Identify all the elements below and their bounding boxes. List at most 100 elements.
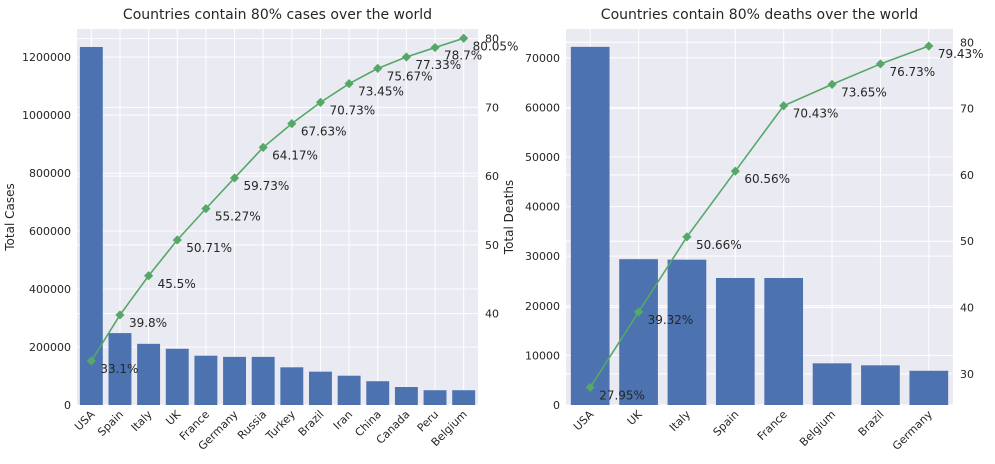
- x-tick-label: Iran: [331, 408, 355, 432]
- y-tick-label: 400000: [29, 283, 71, 296]
- point-label: 45.5%: [158, 277, 196, 291]
- point-label: 59.73%: [244, 179, 290, 193]
- bar-canada: [394, 387, 418, 405]
- x-tick-label: France: [755, 408, 790, 443]
- y2-tick-label: 30: [960, 368, 974, 381]
- line-point: [924, 41, 934, 51]
- line-point: [344, 79, 354, 89]
- y2-tick-label: 80: [485, 33, 499, 46]
- cumulative-percent-line: [90, 37, 464, 362]
- bar-italy: [667, 259, 707, 405]
- chart-title: Countries contain 80% deaths over the wo…: [601, 7, 918, 23]
- bar-iran: [337, 375, 361, 405]
- point-label: 64.17%: [272, 148, 318, 162]
- point-label: 75.67%: [387, 69, 433, 83]
- point-label: 73.65%: [841, 85, 887, 99]
- bar-brazil: [309, 371, 332, 405]
- y-tick-label: 1200000: [22, 51, 71, 64]
- y-tick-label: 20000: [525, 300, 560, 313]
- chart-2: 0 10000 20000 30000 40000 50000 60000 70000 30 40…: [502, 7, 984, 453]
- bar-russia: [251, 356, 275, 405]
- point-label: 79.43%: [938, 47, 984, 61]
- bar-usa: [79, 46, 103, 405]
- point-label: 27.95%: [599, 388, 645, 402]
- y-tick-label: 0: [64, 399, 71, 412]
- bar-italy: [137, 343, 161, 405]
- line-point: [287, 119, 297, 129]
- point-label: 76.73%: [889, 65, 935, 79]
- bar-belgium: [452, 390, 476, 405]
- y-tick-label: 0: [553, 399, 560, 412]
- y2-tick-label: 70: [960, 103, 974, 116]
- point-label: 70.43%: [793, 107, 839, 121]
- y2-tick-label: 40: [960, 302, 974, 315]
- line-point: [401, 52, 411, 62]
- x-tick-label: Brazil: [296, 408, 327, 439]
- line-point: [682, 232, 692, 242]
- line-point: [779, 101, 789, 111]
- x-tick-label: Turkey: [263, 408, 299, 444]
- chart-title: Countries contain 80% cases over the wor…: [123, 7, 432, 23]
- point-label: 33.1%: [100, 362, 138, 376]
- y-tick-label: 1000000: [22, 109, 71, 122]
- point-label: 55.27%: [215, 210, 261, 224]
- line-point: [585, 382, 595, 393]
- bar-china: [366, 381, 390, 405]
- x-tick-label: UK: [625, 407, 646, 428]
- point-label: 60.56%: [744, 172, 790, 186]
- bar-usa: [570, 46, 610, 406]
- line-point: [875, 59, 886, 69]
- x-tick-label: Belgium: [797, 408, 838, 449]
- y2-tick-label: 60: [960, 169, 974, 182]
- bar-uk: [165, 348, 189, 405]
- y-tick-label: 800000: [29, 167, 71, 180]
- line-point: [115, 310, 125, 320]
- y2-tick-label: 40: [485, 308, 499, 321]
- point-label: 50.71%: [186, 241, 232, 255]
- bar-peru: [423, 390, 447, 405]
- x-tick-label: Spain: [95, 408, 126, 439]
- x-tick-label: UK: [163, 407, 184, 428]
- y-tick-label: 10000: [525, 349, 560, 362]
- line-point: [86, 356, 96, 366]
- y-tick-label: 50000: [525, 151, 560, 164]
- y2-tick-label: 70: [485, 101, 499, 114]
- line-point: [373, 63, 383, 73]
- line-point: [633, 307, 644, 317]
- y-axis-label: Total Deaths: [502, 180, 516, 255]
- x-tick-label: Italy: [129, 408, 155, 434]
- x-tick-label: Germany: [890, 408, 935, 453]
- y-tick-label: 70000: [525, 52, 560, 65]
- x-tick-label: Italy: [667, 408, 693, 434]
- line-point: [172, 235, 182, 245]
- point-label: 39.8%: [129, 316, 167, 330]
- line-point: [315, 97, 326, 107]
- x-tick-label: USA: [571, 408, 597, 434]
- point-label: 73.45%: [358, 85, 404, 99]
- x-tick-label: Russia: [235, 408, 269, 442]
- y-tick-label: 600000: [29, 225, 71, 238]
- point-label: 70.73%: [329, 103, 375, 117]
- chart-1: 0 200000 400000 600000 800000 1000000 1200000 4…: [3, 7, 518, 453]
- bar-spain: [715, 278, 755, 405]
- line-point: [258, 142, 268, 153]
- point-label: 39.32%: [648, 313, 694, 327]
- point-label: 80.05%: [473, 39, 519, 53]
- bar-germany: [223, 356, 246, 405]
- bar-france: [764, 278, 804, 405]
- y-axis-label: Total Cases: [3, 183, 17, 251]
- line-point: [827, 79, 837, 89]
- line-point: [229, 173, 240, 183]
- cumulative-percent-line: [589, 45, 930, 388]
- point-label: 50.66%: [696, 238, 742, 252]
- point-label: 77.33%: [415, 58, 461, 72]
- y-tick-label: 60000: [525, 101, 560, 114]
- bar-spain: [108, 333, 132, 405]
- x-tick-label: Brazil: [856, 408, 887, 439]
- point-label: 78.7%: [444, 49, 482, 63]
- x-tick-label: Spain: [711, 408, 742, 439]
- line-point: [201, 204, 211, 214]
- y-tick-label: 40000: [525, 201, 560, 214]
- y2-tick-label: 50: [960, 235, 974, 248]
